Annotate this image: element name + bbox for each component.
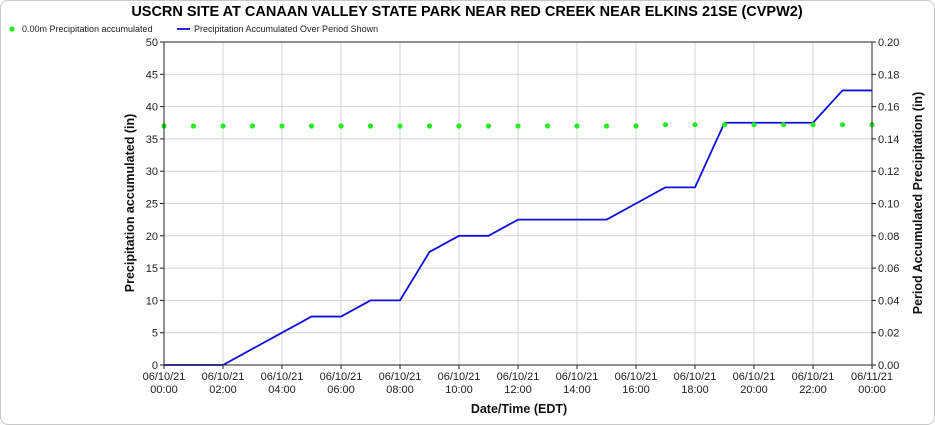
x-tick-time: 08:00 [386,384,414,396]
x-tick-date: 06/10/21 [615,371,658,383]
legend-label-line: Precipitation Accumulated Over Period Sh… [194,24,378,34]
x-tick-date: 06/10/21 [202,371,245,383]
x-tick-time: 12:00 [504,384,532,396]
x-tick-date: 06/10/21 [379,371,422,383]
y-right-tick-label: 0.12 [878,166,899,178]
x-tick-date: 06/11/21 [851,371,893,383]
y-right-tick-label: 0.08 [878,231,899,243]
x-tick-time: 20:00 [740,384,768,396]
x-tick-time: 06:00 [327,384,355,396]
y-right-tick-label: 0.06 [878,263,899,275]
x-tick-time: 22:00 [799,384,827,396]
scatter-point [839,122,846,128]
scatter-point [751,122,757,128]
y-right-tick-label: 0.04 [878,295,899,307]
y-left-tick-label: 20 [146,231,158,243]
y-right-tick-label: 0.10 [878,199,899,211]
x-tick-time: 18:00 [681,384,709,396]
x-tick-time: 16:00 [622,384,650,396]
series [161,89,875,366]
x-tick-time: 02:00 [209,384,237,396]
scatter-point [515,123,521,129]
y-left-tick-label: 5 [152,328,158,340]
x-axis-title: Date/Time (EDT) [471,402,567,416]
y-axis-left-title: Precipitation accumulated (in) [123,114,137,293]
scatter-point [249,123,256,129]
y-left-tick-label: 45 [146,69,158,81]
x-tick-date: 06/10/21 [674,371,717,383]
y-left-tick-label: 25 [146,199,158,211]
y-axis-right-title: Period Accumulated Precipitation (in) [911,92,925,315]
tick-labels: 0 0.00 5 0.02 10 0.04 15 0.06 20 0.08 25 0.10 30 0.12… [143,37,900,396]
y-right-tick-label: 0.02 [878,328,899,340]
scatter-point [721,122,728,128]
scatter-point [456,123,462,129]
y-right-tick-label: 0.20 [878,37,899,49]
x-tick-date: 06/10/21 [497,371,540,383]
y-left-tick-label: 0 [152,360,158,372]
scatter-point [308,123,315,129]
x-tick-date: 06/10/21 [261,371,304,383]
scatter-point [603,123,610,129]
scatter-point [426,123,433,129]
x-tick-date: 06/10/21 [320,371,363,383]
x-tick-time: 04:00 [268,384,296,396]
x-tick-time: 10:00 [445,384,473,396]
scatter-point [780,122,787,128]
x-tick-date: 06/10/21 [438,371,481,383]
x-tick-date: 06/10/21 [143,371,186,383]
x-tick-time: 00:00 [150,384,178,396]
scatter-point [692,122,698,128]
scatter-point [544,123,551,129]
scatter-point [574,123,580,129]
legend-label-scatter: 0.00m Precipitation accumulated [22,24,153,34]
y-left-tick-label: 15 [146,263,158,275]
scatter-point [662,122,669,128]
y-left-tick-label: 40 [146,102,158,114]
scatter-point [190,123,197,129]
y-left-tick-label: 10 [146,295,158,307]
x-tick-time: 14:00 [563,384,591,396]
y-right-tick-label: 0.00 [878,360,899,372]
x-tick-date: 06/10/21 [733,371,776,383]
scatter-point [338,123,344,129]
scatter-point [367,123,374,129]
scatter-point [220,123,226,129]
scatter-point [633,123,639,129]
y-left-tick-label: 30 [146,166,158,178]
x-tick-date: 06/10/21 [556,371,599,383]
gridlines [164,42,872,365]
chart-title: USCRN SITE AT CANAAN VALLEY STATE PARK N… [131,4,803,20]
legend: 0.00m Precipitation accumulated Precipit… [9,24,378,34]
y-left-tick-label: 50 [146,37,158,49]
legend-marker-scatter [9,26,15,32]
y-right-tick-label: 0.16 [878,102,899,114]
scatter-point [279,123,285,129]
x-tick-time: 00:00 [858,384,886,396]
y-left-tick-label: 35 [146,134,158,146]
scatter-point [397,123,403,129]
scatter-point [810,122,816,128]
y-right-tick-label: 0.18 [878,69,899,81]
y-right-tick-label: 0.14 [878,134,899,146]
scatter-point [485,123,492,129]
x-tick-date: 06/10/21 [792,371,835,383]
plot-area-border [163,41,873,366]
